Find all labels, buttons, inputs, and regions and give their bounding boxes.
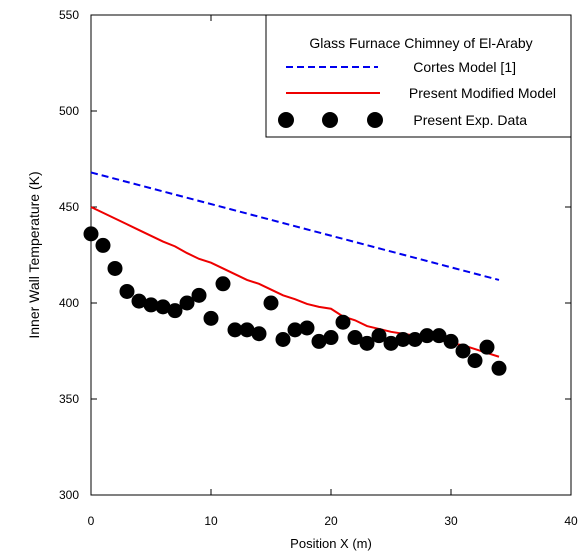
data-point bbox=[347, 330, 363, 346]
data-point bbox=[239, 322, 255, 338]
data-point bbox=[83, 226, 99, 242]
legend-box bbox=[265, 14, 572, 138]
x-tick-label: 30 bbox=[444, 514, 458, 528]
y-tick-label: 450 bbox=[59, 200, 79, 214]
series-line bbox=[90, 171, 500, 281]
data-point bbox=[227, 322, 243, 338]
data-point bbox=[443, 333, 459, 349]
data-point bbox=[407, 331, 423, 347]
y-axis-label: Inner Wall Temperature (K) bbox=[26, 171, 42, 338]
legend-marker-exp-data bbox=[367, 112, 383, 128]
data-point bbox=[359, 335, 375, 351]
data-point bbox=[179, 295, 195, 311]
data-point bbox=[131, 293, 147, 309]
axis-ticks: 0 10 20 30 40 300 350 400 450 500 550 bbox=[59, 8, 578, 528]
data-point bbox=[203, 310, 219, 326]
x-tick-label: 20 bbox=[324, 514, 338, 528]
x-tick-label: 10 bbox=[204, 514, 218, 528]
x-tick-label: 40 bbox=[564, 514, 578, 528]
legend-title: Glass Furnace Chimney of El-Araby bbox=[309, 35, 532, 51]
y-tick-label: 550 bbox=[59, 8, 79, 22]
data-point bbox=[299, 320, 315, 336]
data-point bbox=[395, 331, 411, 347]
data-point bbox=[95, 237, 111, 253]
data-point bbox=[323, 330, 339, 346]
legend-label-cortes-model: Cortes Model [1] bbox=[413, 59, 516, 75]
data-point bbox=[215, 276, 231, 292]
data-point bbox=[155, 299, 171, 315]
y-tick-label: 500 bbox=[59, 104, 79, 118]
data-point bbox=[419, 328, 435, 344]
data-point bbox=[383, 335, 399, 351]
data-point bbox=[251, 326, 267, 342]
data-point bbox=[431, 328, 447, 344]
data-point bbox=[119, 283, 135, 299]
y-tick-label: 400 bbox=[59, 296, 79, 310]
legend-label-exp-data: Present Exp. Data bbox=[413, 112, 527, 128]
legend-marker-exp-data bbox=[322, 112, 338, 128]
legend-label-present-model: Present Modified Model bbox=[409, 85, 556, 101]
data-point bbox=[335, 314, 351, 330]
data-point bbox=[371, 328, 387, 344]
x-tick-label: 0 bbox=[88, 514, 95, 528]
data-point bbox=[287, 322, 303, 338]
data-point bbox=[275, 331, 291, 347]
data-point bbox=[263, 295, 279, 311]
data-point bbox=[107, 260, 123, 276]
data-point bbox=[167, 303, 183, 319]
data-point bbox=[467, 353, 483, 369]
legend-marker-exp-data bbox=[278, 112, 294, 128]
y-tick-label: 300 bbox=[59, 488, 79, 502]
data-point bbox=[491, 360, 507, 376]
y-tick-label: 350 bbox=[59, 392, 79, 406]
data-point bbox=[479, 339, 495, 355]
points-layer bbox=[83, 226, 507, 376]
data-point bbox=[191, 287, 207, 303]
data-point bbox=[143, 297, 159, 313]
data-point bbox=[311, 333, 327, 349]
data-point bbox=[455, 343, 471, 359]
legend: Glass Furnace Chimney of El-Araby Cortes… bbox=[265, 14, 572, 138]
x-axis-label: Position X (m) bbox=[290, 536, 372, 551]
